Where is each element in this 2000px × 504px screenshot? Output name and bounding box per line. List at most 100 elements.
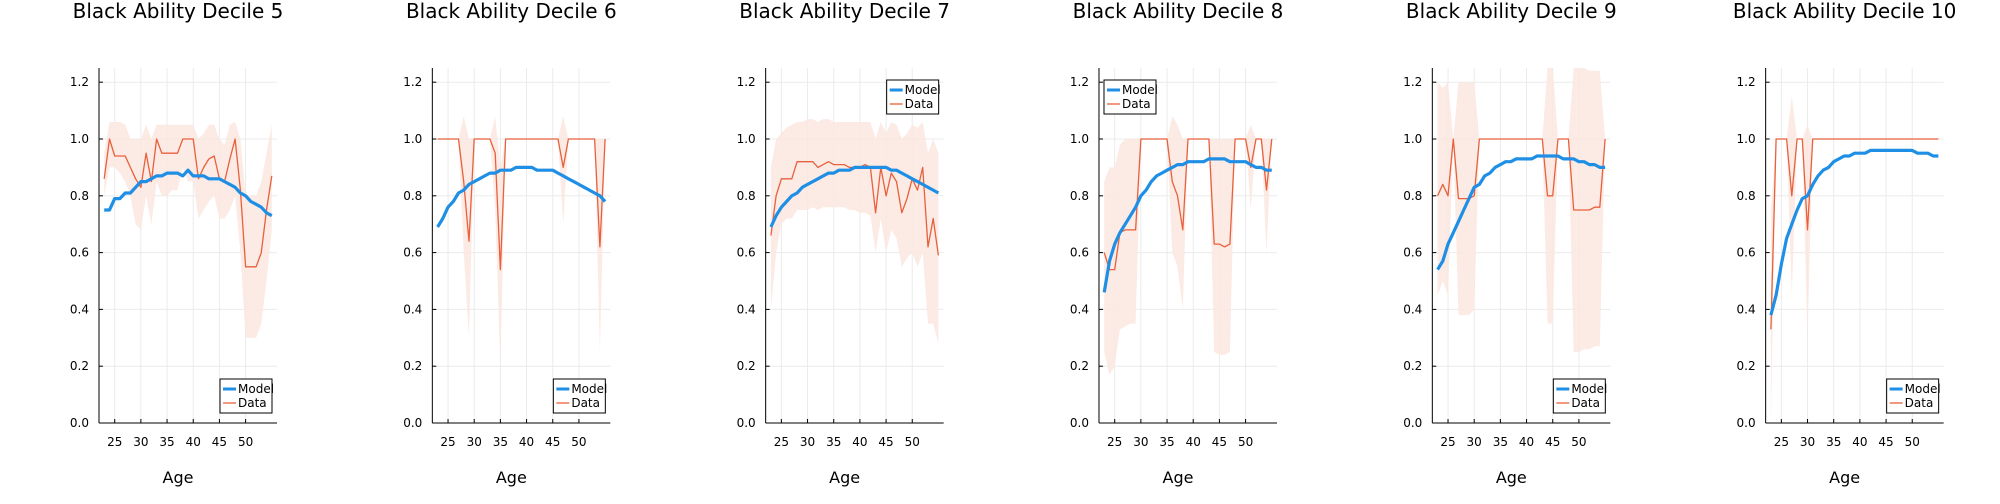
series-line-data bbox=[103, 138, 273, 268]
y-tick-label: 1.0 bbox=[1737, 132, 1756, 146]
x-tick-label: 50 bbox=[1238, 435, 1253, 449]
chart-panel: Black Ability Decile 8 0.0 0.2 0.4 0.6 0.8 1.0… bbox=[1070, 0, 1283, 487]
y-tick-label: 0.6 bbox=[737, 246, 756, 260]
x-tick-label: 25 bbox=[1107, 435, 1122, 449]
y-tick-label: 0.2 bbox=[70, 359, 89, 373]
data-confidence-band bbox=[770, 119, 939, 344]
y-tick-label: 1.2 bbox=[737, 75, 756, 89]
y-tick-label: 1.2 bbox=[403, 75, 422, 89]
x-tick-label: 45 bbox=[545, 435, 560, 449]
series-line-model bbox=[436, 165, 607, 228]
legend-box bbox=[552, 378, 606, 414]
y-tick-label: 1.2 bbox=[1070, 75, 1089, 89]
y-tick-label: 0.4 bbox=[737, 302, 756, 316]
x-tick-label: 50 bbox=[238, 435, 253, 449]
x-tick-label: 35 bbox=[1826, 435, 1841, 449]
y-tick-label: 0.8 bbox=[403, 189, 422, 203]
x-axis-label: Age bbox=[163, 468, 194, 487]
data-confidence-band bbox=[1104, 116, 1272, 375]
legend-box bbox=[1103, 79, 1157, 115]
chart-panel: Black Ability Decile 10 0.0 0.2 0.4 0.6 0.8 1.… bbox=[1733, 0, 1956, 487]
x-tick-label: 40 bbox=[1852, 435, 1867, 449]
series-line-model bbox=[769, 165, 940, 228]
x-tick-label: 30 bbox=[1133, 435, 1148, 449]
y-tick-label: 1.0 bbox=[1403, 132, 1422, 146]
legend-label: Model bbox=[1905, 382, 1941, 396]
chart-panel: Black Ability Decile 5 0.0 0.2 0.4 0.6 0.8 1.0… bbox=[70, 0, 283, 487]
x-tick-label: 40 bbox=[852, 435, 867, 449]
x-tick-label: 30 bbox=[800, 435, 815, 449]
y-tick-label: 0.4 bbox=[1403, 302, 1422, 316]
legend-label: Data bbox=[1122, 97, 1151, 111]
y-tick-label: 0.0 bbox=[1737, 416, 1756, 430]
x-tick-label: 40 bbox=[1186, 435, 1201, 449]
series-line-data bbox=[1437, 138, 1606, 211]
data-confidence-band bbox=[1437, 68, 1606, 352]
chart-panel: Black Ability Decile 9 0.0 0.2 0.4 0.6 0.8 1.0… bbox=[1403, 0, 1616, 487]
y-tick-label: 0.4 bbox=[1737, 302, 1756, 316]
y-tick-label: 1.0 bbox=[403, 132, 422, 146]
chart-panel: Black Ability Decile 6 0.0 0.2 0.4 0.6 0.8 1.0… bbox=[403, 0, 616, 487]
legend-box bbox=[886, 79, 940, 115]
series-line-data bbox=[1770, 138, 1939, 330]
y-tick-label: 0.6 bbox=[1070, 246, 1089, 260]
x-tick-label: 30 bbox=[1467, 435, 1482, 449]
x-tick-label: 45 bbox=[1212, 435, 1227, 449]
x-tick-label: 50 bbox=[905, 435, 920, 449]
x-tick-label: 50 bbox=[1905, 435, 1920, 449]
chart-title: Black Ability Decile 6 bbox=[406, 0, 617, 23]
y-tick-label: 0.2 bbox=[1403, 359, 1422, 373]
y-tick-label: 0.0 bbox=[1070, 416, 1089, 430]
data-confidence-band bbox=[104, 122, 272, 338]
y-tick-label: 0.8 bbox=[1737, 189, 1756, 203]
y-tick-label: 0.2 bbox=[737, 359, 756, 373]
y-tick-label: 1.2 bbox=[1737, 75, 1756, 89]
y-tick-label: 0.2 bbox=[403, 359, 422, 373]
x-tick-label: 35 bbox=[826, 435, 841, 449]
y-tick-label: 0.4 bbox=[70, 302, 89, 316]
y-tick-label: 0.0 bbox=[403, 416, 422, 430]
data-confidence-band bbox=[437, 116, 606, 367]
x-tick-label: 45 bbox=[878, 435, 893, 449]
y-tick-label: 0.4 bbox=[1070, 302, 1089, 316]
x-tick-label: 25 bbox=[1774, 435, 1789, 449]
y-tick-label: 0.0 bbox=[737, 416, 756, 430]
y-tick-label: 0.2 bbox=[1737, 359, 1756, 373]
x-tick-label: 35 bbox=[1159, 435, 1174, 449]
x-tick-label: 45 bbox=[1545, 435, 1560, 449]
x-tick-label: 40 bbox=[186, 435, 201, 449]
y-tick-label: 0.4 bbox=[403, 302, 422, 316]
x-tick-label: 25 bbox=[774, 435, 789, 449]
y-tick-label: 0.6 bbox=[70, 246, 89, 260]
x-tick-label: 35 bbox=[159, 435, 174, 449]
chart-title: Black Ability Decile 7 bbox=[739, 0, 950, 23]
x-axis-label: Age bbox=[1163, 468, 1194, 487]
y-tick-label: 0.0 bbox=[70, 416, 89, 430]
legend-label: Model bbox=[1122, 83, 1158, 97]
chart-title: Black Ability Decile 8 bbox=[1073, 0, 1284, 23]
legend-box bbox=[1552, 378, 1606, 414]
y-tick-label: 1.2 bbox=[70, 75, 89, 89]
y-tick-label: 0.2 bbox=[1070, 359, 1089, 373]
x-tick-label: 45 bbox=[1878, 435, 1893, 449]
y-tick-label: 1.2 bbox=[1403, 75, 1422, 89]
series-line-data bbox=[437, 138, 606, 271]
x-axis-label: Age bbox=[1829, 468, 1860, 487]
legend-label: Data bbox=[238, 396, 267, 410]
x-axis-label: Age bbox=[496, 468, 527, 487]
legend-label: Data bbox=[905, 97, 934, 111]
series-line-data bbox=[1103, 138, 1273, 271]
chart-title: Black Ability Decile 5 bbox=[73, 0, 284, 23]
series-line-model bbox=[104, 168, 273, 218]
y-tick-label: 0.6 bbox=[1403, 246, 1422, 260]
x-tick-label: 50 bbox=[1571, 435, 1586, 449]
legend-label: Model bbox=[1571, 382, 1607, 396]
x-tick-label: 45 bbox=[212, 435, 227, 449]
x-tick-label: 25 bbox=[107, 435, 122, 449]
y-tick-label: 1.0 bbox=[70, 132, 89, 146]
y-tick-label: 0.6 bbox=[403, 246, 422, 260]
